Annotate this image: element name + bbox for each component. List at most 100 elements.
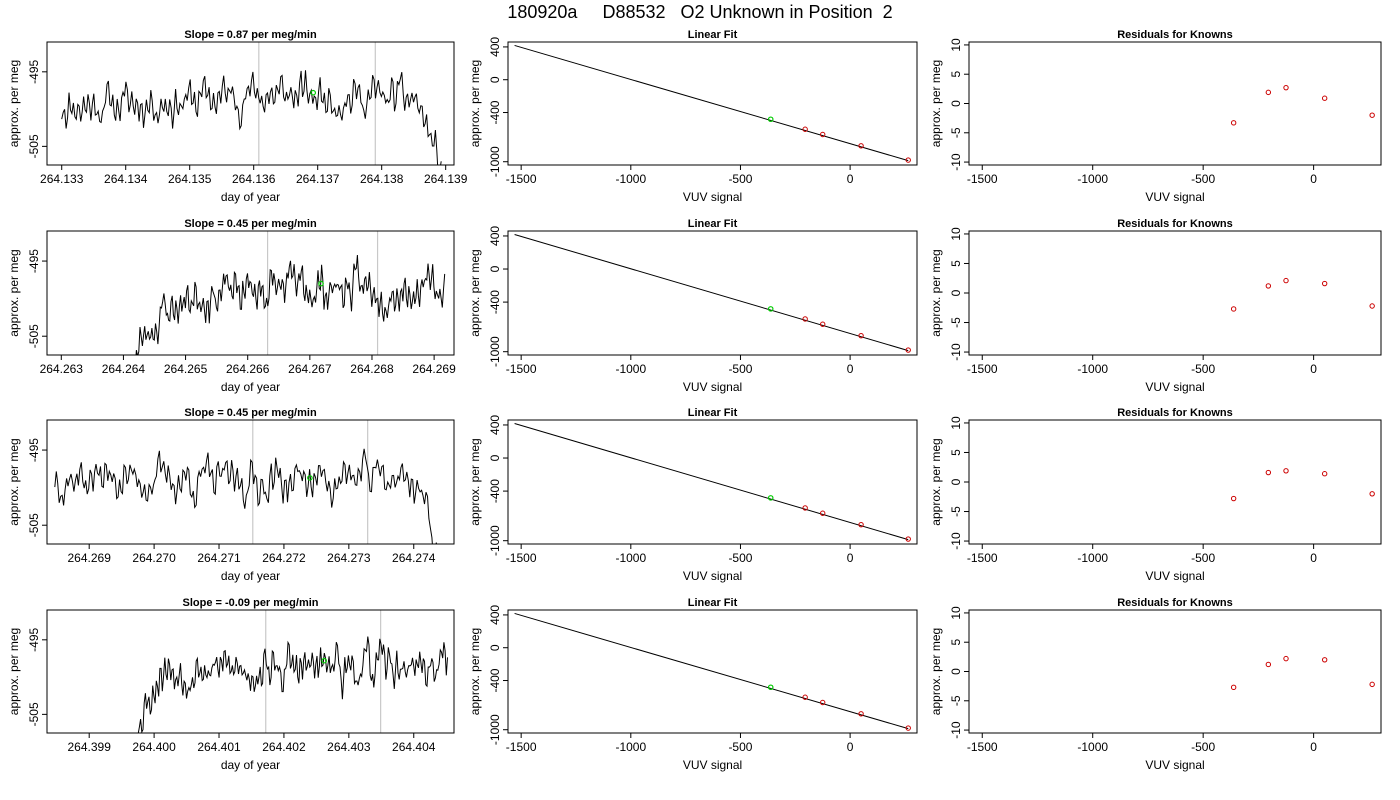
x-tick-label: -1500 bbox=[506, 551, 537, 565]
known-point bbox=[1265, 89, 1272, 96]
x-tick-label: -1500 bbox=[967, 551, 998, 565]
x-axis-label: VUV signal bbox=[1145, 569, 1204, 583]
x-tick-label: 264.135 bbox=[168, 172, 212, 186]
y-axis-label: approx. per meg bbox=[468, 438, 482, 525]
x-tick-label: 264.134 bbox=[104, 172, 148, 186]
x-tick-label: -1500 bbox=[967, 740, 998, 754]
y-axis-label: approx. per meg bbox=[468, 628, 482, 715]
x-tick-label: 264.133 bbox=[40, 172, 84, 186]
data-trace bbox=[137, 636, 448, 733]
known-point bbox=[905, 157, 911, 163]
y-tick-label: 400 bbox=[488, 415, 502, 435]
unknown-point bbox=[767, 495, 774, 501]
fit-line bbox=[514, 233, 909, 352]
y-tick-label: -5 bbox=[949, 127, 963, 138]
x-tick-label: 264.268 bbox=[350, 362, 394, 376]
x-tick-label: 264.267 bbox=[288, 362, 332, 376]
x-tick-label: -1000 bbox=[1077, 740, 1108, 754]
x-tick-label: 264.399 bbox=[67, 740, 111, 754]
plot-title: Linear Fit bbox=[688, 597, 738, 609]
x-axis-label: day of year bbox=[221, 190, 280, 204]
known-point bbox=[802, 694, 808, 700]
y-tick-label: -495 bbox=[27, 438, 41, 462]
x-axis-label: day of year bbox=[221, 758, 280, 772]
x-tick-label: 0 bbox=[847, 362, 854, 376]
plot-frame bbox=[46, 41, 455, 166]
x-tick-label: 0 bbox=[847, 551, 854, 565]
y-tick-label: 400 bbox=[488, 226, 502, 246]
unknown-point bbox=[767, 116, 774, 123]
x-tick-label: -1000 bbox=[615, 362, 646, 376]
known-point bbox=[1283, 468, 1289, 474]
y-axis-label: approx. per meg bbox=[7, 249, 21, 336]
y-axis-label: approx. per meg bbox=[929, 249, 943, 336]
known-point bbox=[1369, 681, 1375, 688]
y-tick-label: -10 bbox=[949, 153, 963, 171]
x-tick-label: 0 bbox=[1310, 740, 1317, 754]
y-tick-label: -495 bbox=[27, 249, 41, 273]
x-tick-label: -500 bbox=[728, 172, 752, 186]
data-trace bbox=[135, 254, 446, 355]
plot-frame bbox=[507, 609, 918, 734]
x-tick-label: -1000 bbox=[615, 172, 646, 186]
x-tick-label: 264.273 bbox=[327, 551, 371, 565]
plot-title: Linear Fit bbox=[688, 407, 738, 419]
x-tick-label: 264.403 bbox=[327, 740, 371, 754]
plot-title: Residuals for Knowns bbox=[1117, 597, 1233, 609]
x-tick-label: -1000 bbox=[615, 740, 646, 754]
x-tick-label: -1500 bbox=[506, 172, 537, 186]
x-tick-label: 264.137 bbox=[296, 172, 340, 186]
x-axis-label: day of year bbox=[221, 569, 280, 583]
plot-title: Residuals for Knowns bbox=[1117, 29, 1233, 41]
known-point bbox=[802, 126, 808, 132]
known-point bbox=[819, 699, 826, 706]
fit-line bbox=[514, 612, 909, 730]
y-tick-label: 5 bbox=[949, 639, 963, 646]
known-point bbox=[1283, 277, 1289, 284]
y-tick-label: -1000 bbox=[488, 146, 502, 177]
plot-frame bbox=[507, 230, 918, 356]
y-tick-label: 0 bbox=[488, 76, 502, 83]
known-point bbox=[1230, 684, 1237, 691]
x-tick-label: 264.269 bbox=[67, 551, 111, 565]
x-tick-label: -1500 bbox=[967, 362, 998, 376]
plot-title: Residuals for Knowns bbox=[1117, 218, 1233, 230]
y-tick-label: 5 bbox=[949, 260, 963, 267]
x-tick-label: -1000 bbox=[1077, 551, 1108, 565]
y-tick-label: -10 bbox=[949, 721, 963, 739]
y-tick-label: -400 bbox=[488, 479, 502, 503]
x-axis-label: VUV signal bbox=[683, 569, 742, 583]
y-tick-label: 10 bbox=[949, 38, 963, 52]
y-tick-label: -400 bbox=[488, 668, 502, 692]
x-axis-label: VUV signal bbox=[1145, 190, 1204, 204]
y-tick-label: 10 bbox=[949, 227, 963, 241]
x-tick-label: 264.265 bbox=[164, 362, 208, 376]
x-tick-label: 264.274 bbox=[392, 551, 436, 565]
x-tick-label: -1500 bbox=[967, 172, 998, 186]
known-point bbox=[905, 536, 911, 542]
x-tick-label: 0 bbox=[1310, 172, 1317, 186]
x-tick-label: 264.404 bbox=[392, 740, 436, 754]
x-tick-label: -500 bbox=[1191, 362, 1215, 376]
y-axis-label: approx. per meg bbox=[929, 60, 943, 147]
fit-line bbox=[514, 44, 909, 162]
unknown-point bbox=[767, 684, 774, 691]
y-tick-label: 0 bbox=[488, 454, 502, 461]
y-tick-label: 10 bbox=[949, 606, 963, 620]
x-tick-label: 264.271 bbox=[197, 551, 241, 565]
x-tick-label: 0 bbox=[847, 172, 854, 186]
plot-title: Linear Fit bbox=[688, 218, 738, 230]
plot-title: Slope = -0.09 per meg/min bbox=[182, 597, 318, 609]
y-axis-label: approx. per meg bbox=[7, 60, 21, 147]
known-point bbox=[858, 332, 864, 339]
plot-frame bbox=[968, 419, 1382, 545]
known-point bbox=[1283, 84, 1289, 91]
y-axis-label: approx. per meg bbox=[7, 438, 21, 525]
unknown-point bbox=[767, 306, 774, 312]
x-tick-label: 264.400 bbox=[132, 740, 176, 754]
x-tick-label: 264.139 bbox=[424, 172, 468, 186]
known-point bbox=[819, 510, 826, 516]
plot-title: Slope = 0.45 per meg/min bbox=[184, 218, 317, 230]
known-point bbox=[1265, 661, 1272, 668]
x-tick-label: -1500 bbox=[506, 740, 537, 754]
